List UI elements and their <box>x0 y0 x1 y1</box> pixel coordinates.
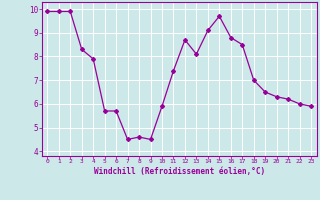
X-axis label: Windchill (Refroidissement éolien,°C): Windchill (Refroidissement éolien,°C) <box>94 167 265 176</box>
